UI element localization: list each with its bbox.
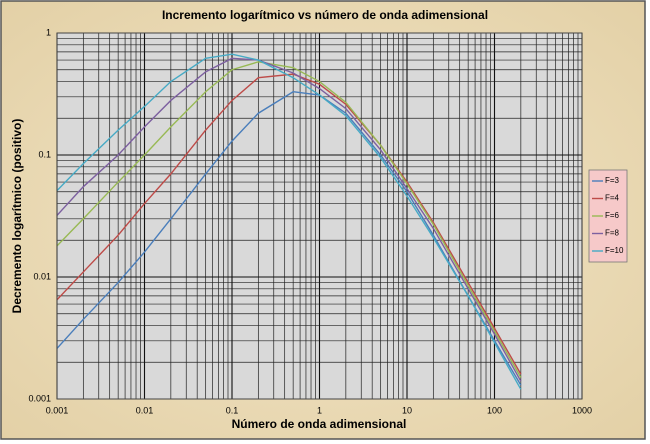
chart-title: Incremento logarítmico vs número de onda…: [162, 8, 488, 22]
lines: [57, 53, 522, 390]
series-line: [57, 91, 522, 386]
series-line: [57, 53, 522, 390]
legend-label: F=8: [605, 229, 620, 238]
x-tick-label: 1: [317, 405, 322, 415]
y-axis-title: Decremento logarítmico (positivo): [10, 119, 24, 314]
x-tick-label: 0.1: [226, 405, 239, 415]
x-tick-label: 0.001: [46, 405, 69, 415]
y-tick-label: 0.01: [33, 271, 51, 281]
grid: [56, 32, 583, 400]
legend-label: F=3: [605, 176, 620, 185]
series-line: [57, 73, 522, 375]
legend-label: F=10: [605, 246, 624, 255]
x-tick-label: 100: [487, 405, 502, 415]
x-tick-label: 0.01: [136, 405, 154, 415]
legend: F=3 F=4 F=6 F=8 F=10: [592, 176, 624, 255]
series-line: [57, 57, 522, 382]
y-tick-label: 0.001: [28, 393, 51, 403]
x-tick-label: 1000: [572, 405, 592, 415]
legend-label: F=6: [605, 211, 620, 220]
y-tick-label: 1: [46, 27, 51, 37]
plot-border: [56, 32, 583, 400]
legend-label: F=4: [605, 194, 620, 203]
x-axis-title: Número de onda adimensional: [232, 417, 407, 431]
y-tick-label: 0.1: [38, 149, 51, 159]
series-line: [57, 61, 522, 378]
x-tick-label: 10: [402, 405, 412, 415]
